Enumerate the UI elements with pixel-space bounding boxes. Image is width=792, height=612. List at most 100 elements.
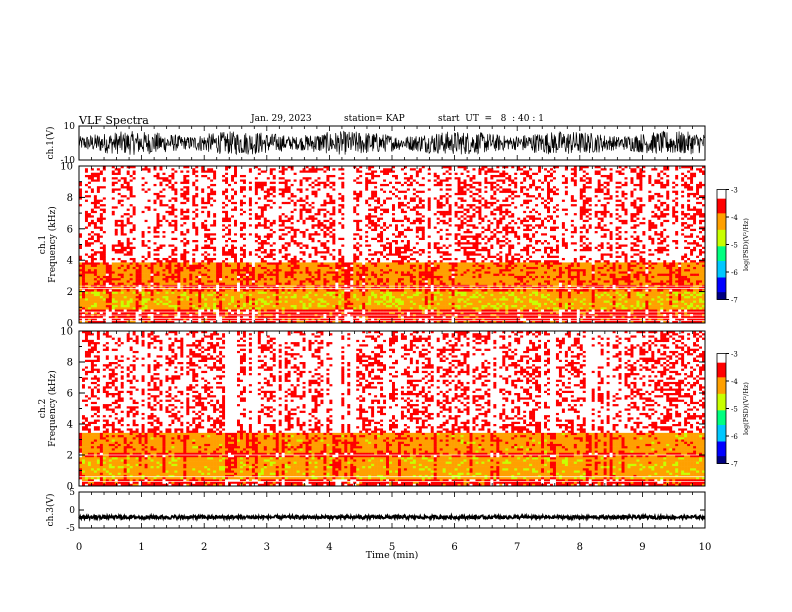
spectrogram-cell (115, 305, 118, 308)
spectrogram-cell (91, 229, 94, 232)
spectrogram-cell (118, 240, 121, 243)
spectrogram-cell (124, 227, 127, 230)
spectrogram-cell (106, 177, 109, 180)
spectrogram-cell (82, 245, 85, 248)
spectrogram-cell (109, 247, 112, 250)
spectrogram-cell (85, 276, 88, 279)
spectrogram-cell (124, 197, 127, 200)
spectrogram-cell (109, 218, 112, 221)
spectrogram-cell (118, 179, 121, 182)
spectrogram-cell (106, 191, 109, 194)
spectrogram-cell (118, 296, 121, 299)
spectrogram-cell (103, 276, 106, 279)
spectrogram-cell (112, 253, 115, 256)
spectrogram-cell (106, 202, 109, 205)
spectrogram-cell (106, 231, 109, 234)
spectrogram-cell (121, 305, 124, 308)
spectrogram-cell (97, 294, 100, 297)
spectrogram-cell (88, 173, 91, 176)
spectrogram-cell (115, 280, 118, 283)
spectrogram-cell (106, 262, 109, 265)
spectrogram-cell (112, 276, 115, 279)
spectrogram-cell (100, 253, 103, 256)
spectrogram-cell (94, 177, 97, 180)
spectrogram-cell (103, 211, 106, 214)
spectrogram-cell (124, 229, 127, 232)
spectrogram-cell (82, 278, 85, 281)
spectrogram-cell (121, 211, 124, 214)
spectrogram-cell (88, 305, 91, 308)
spectrogram-cell (112, 301, 115, 304)
spectrogram-cell (109, 170, 112, 173)
spectrogram-cell (100, 307, 103, 310)
spectrogram-cell (115, 303, 118, 306)
spectrogram-cell (115, 283, 118, 286)
spectrogram-cell (88, 236, 91, 239)
spectrogram-cell (106, 278, 109, 281)
spectrogram-cell (82, 269, 85, 272)
spectrogram-cell (115, 206, 118, 209)
spectrogram-cell (115, 296, 118, 299)
spectrogram-cell (88, 296, 91, 299)
spectrogram-cell (106, 294, 109, 297)
spectrogram-cell (91, 231, 94, 234)
spectrogram-cell (118, 195, 121, 198)
spectrogram-cell (130, 197, 133, 200)
spectrogram-cell (103, 245, 106, 248)
spectrogram-cell (112, 307, 115, 310)
spectrogram-cell (109, 215, 112, 218)
spectrogram-cell (112, 271, 115, 274)
spectrogram-cell (91, 211, 94, 214)
spectrogram-cell (103, 278, 106, 281)
spectrogram-cell (88, 292, 91, 295)
spectrogram-cell (130, 224, 133, 227)
spectrogram-cell (127, 218, 130, 221)
spectrogram-cell (91, 262, 94, 265)
spectrogram-cell (85, 265, 88, 268)
spectrogram-cell (106, 224, 109, 227)
spectrogram-cell (109, 173, 112, 176)
spectrogram-cell (130, 260, 133, 263)
spectrogram-cell (118, 197, 121, 200)
spectrogram-cell (124, 238, 127, 241)
spectrogram-cell (94, 202, 97, 205)
spectrogram-cell (121, 168, 124, 171)
spectrogram-cell (118, 305, 121, 308)
spectrogram-cell (91, 283, 94, 286)
spectrogram-cell (115, 227, 118, 230)
spectrogram-cell (94, 197, 97, 200)
spectrogram-cell (88, 242, 91, 245)
spectrogram-cell (118, 184, 121, 187)
spectrogram-cell (112, 256, 115, 259)
spectrogram-cell (85, 253, 88, 256)
spectrogram-cell (94, 168, 97, 171)
spectrogram-cell (124, 204, 127, 207)
spectrogram-cell (109, 251, 112, 254)
spectrogram-cell (91, 245, 94, 248)
spectrogram-cell (121, 218, 124, 221)
spectrogram-cell (85, 197, 88, 200)
spectrogram-cell (130, 247, 133, 250)
spectrogram-cell (88, 177, 91, 180)
spectrogram-cell (109, 271, 112, 274)
spectrogram-cell (94, 283, 97, 286)
spectrogram-cell (130, 231, 133, 234)
spectrogram-cell (121, 271, 124, 274)
spectrogram-cell (100, 200, 103, 203)
spectrogram-cell (85, 186, 88, 189)
spectrogram-cell (103, 269, 106, 272)
spectrogram-cell (124, 265, 127, 268)
spectrogram-cell (115, 274, 118, 277)
vlf-figure: 10-10ch.1(V)0246810ch.1 Frequency (kHz)-3… (0, 0, 792, 612)
spectrogram-cell (94, 191, 97, 194)
spectrogram-cell (82, 267, 85, 270)
spectrogram-cell (88, 229, 91, 232)
spectrogram-cell (100, 262, 103, 265)
spectrogram-cell (127, 245, 130, 248)
spectrogram-cell (88, 269, 91, 272)
spectrogram-cell (88, 197, 91, 200)
spectrogram-cell (91, 278, 94, 281)
spectrogram-cell (115, 238, 118, 241)
spectrogram-cell (88, 175, 91, 178)
spectrogram-cell (97, 209, 100, 212)
